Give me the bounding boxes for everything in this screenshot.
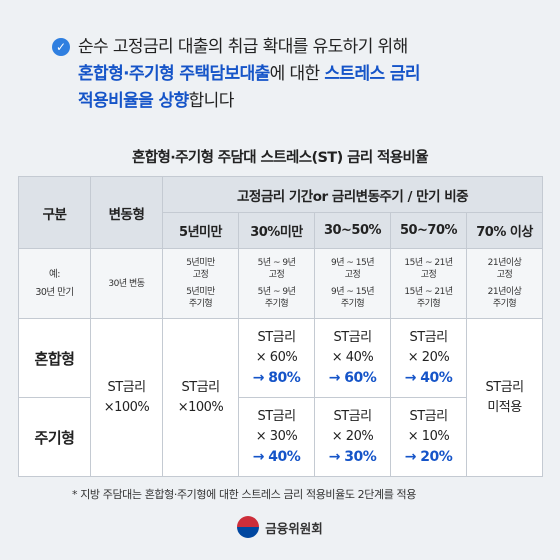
mixed-rate-cell: ST금리 × 40% → 60% [314,318,391,398]
sub-header: 70% 이상 [465,212,544,249]
sub-header: 50~70% [390,212,467,249]
footer: 금융위원회 [0,516,560,538]
example-cell: 21년이상 고정 21년이상 주기형 [465,248,544,319]
sub-header: 30~50% [314,212,391,249]
row-label-mixed: 혼합형 [18,318,91,398]
org-name: 금융위원회 [265,520,323,536]
row-label-periodic: 주기형 [18,397,91,477]
rate-table: 구분 변동형 고정금리 기간or 금리변동주기 / 만기 비중 5년미만 30%… [18,176,544,477]
headline: 순수 고정금리 대출의 취급 확대를 유도하기 위해 혼합형·주기형 주택담보대… [52,34,532,115]
headline-line-1: 순수 고정금리 대출의 취급 확대를 유도하기 위해 [78,37,408,57]
header-fixed-group: 고정금리 기간or 금리변동주기 / 만기 비중 [161,176,544,213]
under5-rate-cell: ST금리 ×100% [162,318,239,477]
sub-header: 5년미만 [162,212,239,249]
example-variable: 30년 변동 [90,248,163,319]
check-icon: ✓ [52,38,70,56]
over70-rate-cell: ST금리 미적용 [465,318,544,477]
header-variable: 변동형 [90,176,163,249]
sub-header: 30%미만 [238,212,315,249]
periodic-rate-cell: ST금리 × 10% → 20% [390,397,467,477]
periodic-rate-cell: ST금리 × 20% → 30% [314,397,391,477]
headline-line-2: 혼합형·주기형 주택담보대출에 대한 스트레스 금리 [78,64,421,84]
example-cell: 5년 ~ 9년 고정 5년 ~ 9년 주기형 [238,248,315,319]
header-category: 구분 [18,176,91,249]
example-label: 예: 30년 만기 [18,248,91,319]
headline-line-3: 적용비율을 상향합니다 [78,91,234,111]
variable-rate-cell: ST금리 ×100% [90,318,163,477]
periodic-rate-cell: ST금리 × 30% → 40% [238,397,315,477]
table-title: 혼합형·주기형 주담대 스트레스(ST) 금리 적용비율 [132,150,429,166]
example-cell: 5년미만 고정 5년미만 주기형 [162,248,239,319]
example-cell: 9년 ~ 15년 고정 9년 ~ 15년 주기형 [314,248,391,319]
taegeuk-icon [237,516,260,538]
mixed-rate-cell: ST금리 × 60% → 80% [238,318,315,398]
example-cell: 15년 ~ 21년 고정 15년 ~ 21년 주기형 [390,248,467,319]
footnote: * 지방 주담대는 혼합형·주기형에 대한 스트레스 금리 적용비율도 2단계를… [72,488,416,501]
mixed-rate-cell: ST금리 × 20% → 40% [390,318,467,398]
